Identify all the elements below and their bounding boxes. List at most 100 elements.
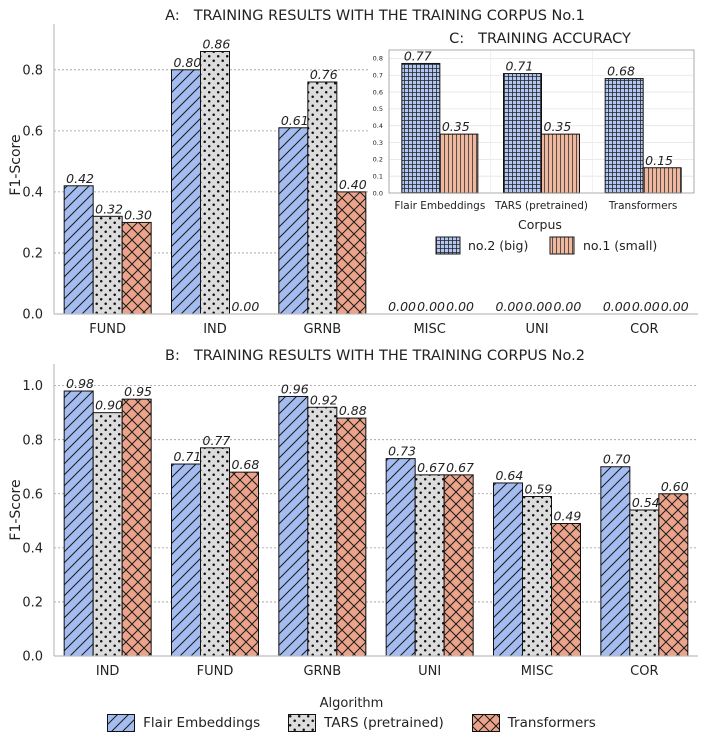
x-tick-label: Flair Embeddings xyxy=(394,200,485,212)
value-label: 0.00 xyxy=(446,299,474,314)
bar-cor-transformers xyxy=(658,493,689,657)
value-label: 0.90 xyxy=(95,398,123,413)
legend: Flair Embeddings TARS (pretrained) Trans… xyxy=(0,714,703,732)
value-label: 0.00 xyxy=(496,299,524,314)
y-tick-label: 0.4 xyxy=(22,541,43,556)
x-tick-label: IND xyxy=(96,664,120,679)
y-tick-label: 0.8 xyxy=(22,63,43,78)
bar-ind-transformers xyxy=(121,398,152,657)
bar-grnb-tars-pretrained xyxy=(307,406,338,657)
bar-cor-tars-pretrained xyxy=(629,509,660,657)
value-label: 0.00 xyxy=(417,299,445,314)
bar-flair-embeddings-no-1-small xyxy=(439,133,479,194)
value-label: 0.77 xyxy=(203,433,231,448)
panel-b-value-labels: 0.980.900.95 0.710.770.68 0.960.920.88 0.73… xyxy=(66,376,689,523)
x-tick-label: COR xyxy=(630,322,658,337)
panel-c-xlabel: Corpus xyxy=(518,217,562,232)
legend-item-flair: Flair Embeddings xyxy=(107,714,260,732)
y-tick-label: 0.5 xyxy=(373,105,383,113)
bar-cor-flair-embeddings xyxy=(600,466,631,657)
bar-fund-tars-pretrained xyxy=(200,447,230,657)
bar-tars-pretrained-no-1-small xyxy=(541,133,580,194)
y-tick-label: 0.2 xyxy=(22,595,43,610)
bar-misc-flair-embeddings xyxy=(493,482,523,657)
panel-a-axes xyxy=(53,24,698,315)
bar-ind-tars-pretrained xyxy=(92,412,123,657)
x-tick-label: TARS (pretrained) xyxy=(494,200,588,212)
value-label: 0.71 xyxy=(174,449,202,464)
y-tick-label: 0.3 xyxy=(373,139,383,147)
x-tick-label: FUND xyxy=(89,322,126,337)
bar-fund-flair-embeddings xyxy=(171,463,201,657)
bar-ind-tars-pretrained xyxy=(200,50,230,315)
value-label: 0.86 xyxy=(203,36,231,51)
x-tick-label: Transformers xyxy=(608,200,677,212)
bar-uni-flair-embeddings xyxy=(385,458,416,657)
value-label: 0.15 xyxy=(645,153,673,168)
bar-transformers-no-2-big xyxy=(604,78,644,194)
y-tick-label: 0.6 xyxy=(373,88,383,96)
value-label: 0.96 xyxy=(281,381,309,396)
x-tick-label: UNI xyxy=(525,322,548,337)
value-label: 0.88 xyxy=(339,403,367,418)
y-tick-label: 0.6 xyxy=(22,124,43,139)
panel-c-legend: no.2 (big) no.1 (small) xyxy=(435,236,657,255)
x-tick-label: MISC xyxy=(413,322,445,337)
bar-fund-transformers xyxy=(229,471,259,657)
value-label: 0.35 xyxy=(544,119,572,134)
value-label: 0.35 xyxy=(442,119,470,134)
value-label: 0.68 xyxy=(607,64,635,79)
value-label: 0.59 xyxy=(525,481,553,496)
value-label: 0.67 xyxy=(446,460,474,475)
bar-uni-tars-pretrained xyxy=(414,474,445,657)
bar-misc-tars-pretrained xyxy=(522,495,552,657)
value-label: 0.54 xyxy=(632,495,660,510)
y-tick-label: 0.7 xyxy=(373,72,383,80)
panel-b-ylabel: F1-Score xyxy=(8,479,24,540)
y-tick-label: 0.4 xyxy=(373,122,383,130)
panel-a-title: A: TRAINING RESULTS WITH THE TRAINING COR… xyxy=(165,8,585,24)
bar-grnb-tars-pretrained xyxy=(307,81,338,315)
bar-ind-flair-embeddings xyxy=(171,69,201,315)
diagonal-hatch-swatch-icon xyxy=(107,714,136,732)
panel-c-ticks: 0.0 0.1 0.2 0.3 0.4 0.5 0.6 0.7 0.8 Flair Embeddi… xyxy=(373,55,678,212)
value-label: 0.42 xyxy=(66,171,94,186)
y-tick-label: 0.0 xyxy=(22,650,43,665)
cross-hatch-swatch-icon xyxy=(471,714,500,732)
value-label: 0.80 xyxy=(174,55,202,70)
bar-transformers-no-1-small xyxy=(642,167,682,194)
bar-ind-flair-embeddings xyxy=(63,390,94,657)
y-tick-label: 0.8 xyxy=(22,433,43,448)
x-tick-label: FUND xyxy=(197,664,234,679)
value-label: 0.00 xyxy=(632,299,660,314)
bar-fund-flair-embeddings xyxy=(63,185,94,315)
panel-c-value-labels: 0.77 0.35 0.71 0.35 0.68 0.15 xyxy=(404,48,673,167)
value-label: 0.61 xyxy=(281,113,309,128)
panel-c-axes xyxy=(388,49,695,194)
panel-a-bars xyxy=(63,50,367,315)
value-label: 0.00 xyxy=(525,299,553,314)
value-label: 0.76 xyxy=(310,67,338,82)
x-tick-label: MISC xyxy=(521,664,553,679)
panel-a-ylabel: F1-Score xyxy=(8,134,24,195)
value-label: 0.77 xyxy=(404,48,432,63)
value-label: 0.98 xyxy=(66,376,94,391)
y-tick-label: 0.2 xyxy=(22,246,43,261)
value-label: 0.40 xyxy=(339,177,367,192)
value-label: 0.60 xyxy=(661,479,689,494)
legend-label-transformers: Transformers xyxy=(507,715,596,731)
y-tick-label: 0.1 xyxy=(373,172,383,180)
panel-a-ticks: 0.0 0.2 0.4 0.6 0.8 FUND IND GRNB MISC UNI COR xyxy=(22,63,658,337)
panel-c-inset: C: TRAINING ACCURACY 0.77 0.35 0.71 0.35 0.68… xyxy=(370,26,700,269)
dots-swatch-icon xyxy=(288,714,317,732)
panel-a-value-labels: 0.420.32 0.300.800.860.000.610.760.400.00… xyxy=(66,36,689,314)
legend-item-transformers: Transformers xyxy=(471,714,596,732)
panel-c-legend-swatch-small xyxy=(549,236,575,255)
value-label: 0.30 xyxy=(124,207,152,222)
axes-frame xyxy=(388,49,695,194)
value-label: 0.00 xyxy=(603,299,631,314)
value-label: 0.00 xyxy=(232,299,260,314)
bar-tars-pretrained-no-2-big xyxy=(503,73,542,194)
value-label: 0.49 xyxy=(554,509,582,524)
